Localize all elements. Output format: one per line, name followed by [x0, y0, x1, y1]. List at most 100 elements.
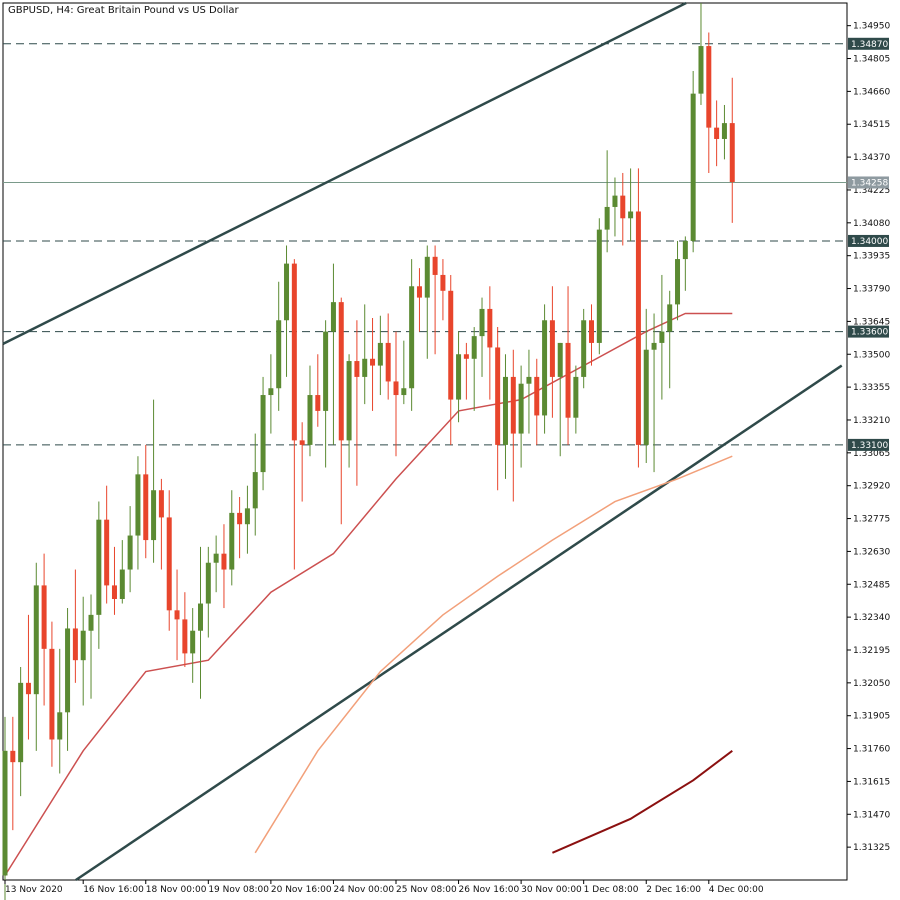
- candle-24: [190, 608, 196, 683]
- badge-bg: [848, 234, 889, 247]
- y-tick-label: 1.33500: [853, 350, 890, 360]
- candle-body: [549, 320, 555, 377]
- y-tick-label: 1.34515: [853, 120, 890, 130]
- candle-body: [111, 585, 117, 599]
- candle-body: [448, 290, 454, 400]
- candle-body: [190, 630, 196, 654]
- candle-69: [542, 304, 548, 434]
- x-tick-label: 13 Nov 2020: [5, 885, 63, 895]
- candle-body: [252, 472, 258, 509]
- candle-36: [284, 245, 290, 377]
- x-tick-label: 4 Dec 00:00: [709, 885, 764, 895]
- candle-4: [33, 562, 39, 751]
- y-tick-label: 1.33645: [853, 317, 890, 327]
- candle-68: [534, 358, 540, 445]
- candle-5: [41, 553, 47, 706]
- badge-label: 1.33100: [851, 441, 888, 451]
- candle-body: [518, 383, 524, 434]
- candle-37: [291, 259, 297, 570]
- candle-body: [119, 569, 125, 599]
- candle-body: [651, 342, 657, 350]
- candle-body: [393, 381, 399, 396]
- candle-59: [463, 342, 469, 400]
- candle-body: [596, 229, 602, 343]
- candle-35: [276, 281, 282, 411]
- y-tick-label: 1.32050: [853, 679, 890, 689]
- level-badge-0: 1.34870: [848, 37, 889, 50]
- candle-body: [620, 195, 626, 219]
- candle-30: [237, 497, 243, 559]
- candlesticks: [2, 3, 735, 900]
- candle-body: [80, 630, 86, 661]
- candle-body: [354, 361, 360, 377]
- candle-14: [111, 546, 117, 615]
- price-axis: 1.34950 1.34805 1.34660 1.34515 1.34370 1.342…: [847, 22, 890, 853]
- candle-11: [88, 594, 94, 699]
- channel-upper-line: [2, 1, 687, 346]
- candle-71: [557, 342, 563, 457]
- candle-body: [604, 206, 610, 230]
- badge-label: 1.34870: [851, 40, 888, 50]
- candle-body: [721, 123, 727, 139]
- y-tick-label: 1.32195: [853, 646, 890, 656]
- candle-body: [158, 490, 164, 518]
- candle-body: [65, 628, 71, 713]
- x-tick-label: 16 Nov 16:00: [83, 885, 144, 895]
- chart-title: GBPUSD, H4: Great Britain Pound vs US Do…: [8, 5, 240, 16]
- candle-18: [143, 444, 149, 559]
- candle-27: [213, 535, 219, 593]
- candle-body: [143, 474, 149, 541]
- candle-body: [635, 211, 641, 445]
- candle-15: [119, 540, 125, 604]
- candle-body: [573, 376, 579, 418]
- y-tick-label: 1.31325: [853, 843, 890, 853]
- candle-body: [229, 512, 235, 570]
- candle-22: [174, 569, 180, 661]
- candle-84: [659, 274, 665, 400]
- level-badge-2: 1.34000: [848, 234, 889, 247]
- badge-label: 1.34000: [851, 237, 888, 247]
- candle-58: [456, 331, 462, 423]
- candle-body: [409, 286, 415, 389]
- candle-body: [127, 535, 133, 570]
- channel-lines: [2, 1, 843, 882]
- candle-66: [518, 365, 524, 468]
- candle-body: [10, 750, 16, 763]
- candle-body: [479, 308, 485, 337]
- candle-92: [721, 104, 727, 160]
- candle-body: [330, 302, 336, 332]
- badge-label: 1.33600: [851, 328, 888, 338]
- plot-area: [2, 2, 848, 881]
- candle-62: [487, 286, 493, 400]
- candle-body: [268, 388, 274, 396]
- candle-body: [135, 474, 141, 536]
- candle-body: [432, 256, 438, 275]
- candle-20: [158, 478, 164, 570]
- candle-9: [72, 569, 78, 683]
- candle-body: [291, 263, 297, 441]
- y-tick-label: 1.34805: [853, 55, 890, 65]
- x-tick-label: 30 Nov 00:00: [521, 885, 582, 895]
- candle-body: [205, 562, 211, 604]
- candle-body: [2, 750, 8, 876]
- candle-body: [88, 614, 94, 631]
- candle-93: [729, 77, 735, 223]
- badge-bg: [848, 325, 889, 338]
- candle-body: [182, 619, 188, 654]
- candle-19: [151, 399, 157, 563]
- candle-60: [471, 327, 477, 411]
- y-tick-label: 1.34950: [853, 22, 890, 32]
- candle-body: [151, 490, 157, 541]
- candle-body: [714, 127, 720, 139]
- candle-body: [198, 603, 203, 631]
- candle-body: [370, 358, 376, 366]
- candle-49: [385, 313, 391, 400]
- candle-40: [315, 354, 321, 427]
- candle-23: [182, 592, 188, 667]
- candle-32: [252, 433, 258, 536]
- candle-body: [221, 553, 227, 570]
- candle-body: [41, 585, 47, 649]
- candle-50: [393, 331, 399, 457]
- candle-body: [401, 388, 407, 396]
